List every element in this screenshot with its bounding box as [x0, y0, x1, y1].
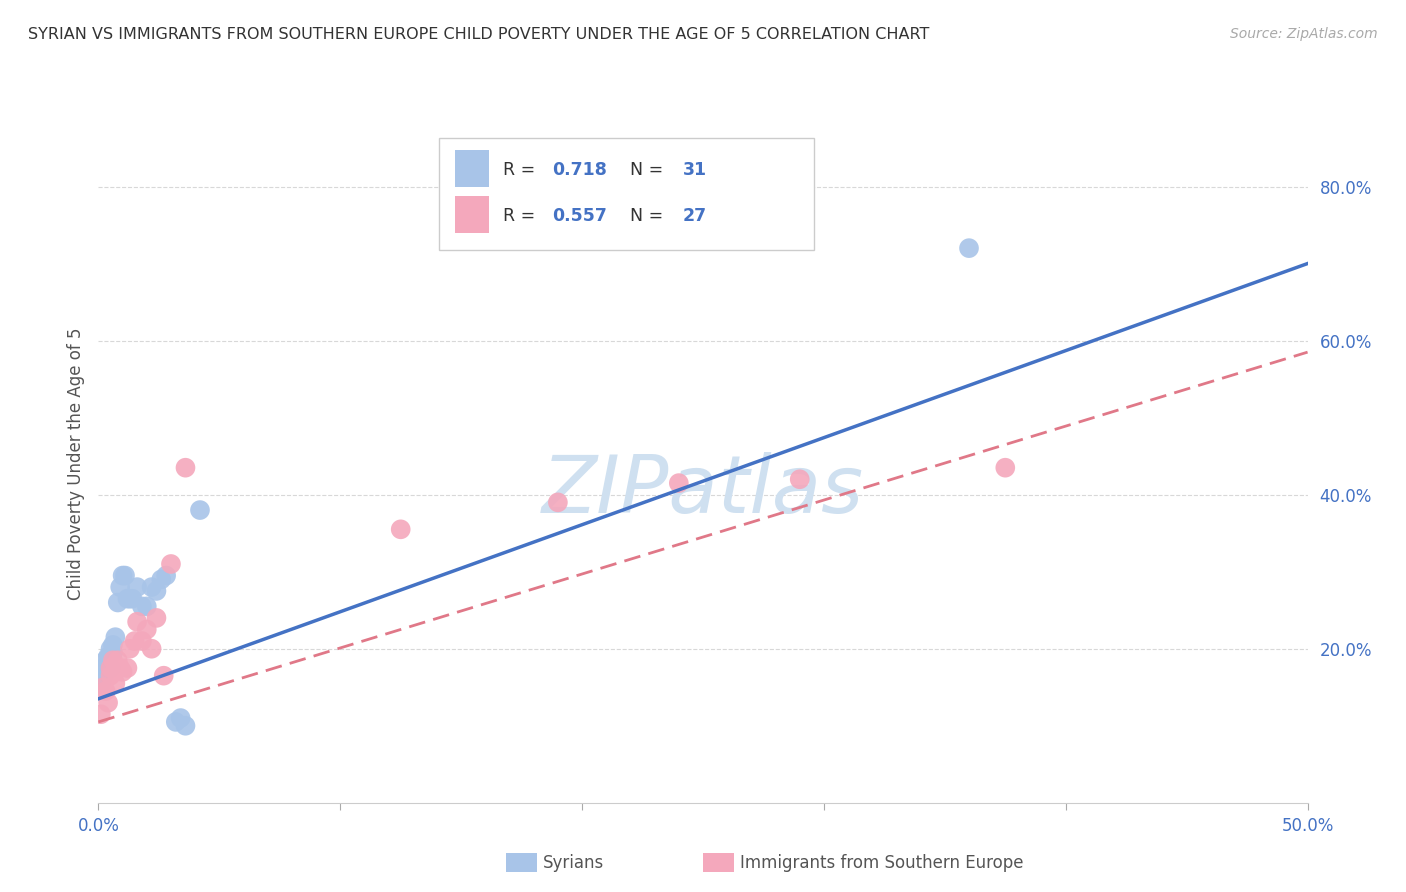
- Point: [118, 641, 141, 656]
- Text: 31: 31: [682, 161, 707, 179]
- Point: [155, 568, 177, 582]
- Text: ZIPatlas: ZIPatlas: [541, 452, 865, 530]
- Point: [100, 661, 122, 675]
- Point: [108, 661, 131, 675]
- Point: [100, 641, 122, 656]
- Point: [668, 476, 690, 491]
- Text: Source: ZipAtlas.com: Source: ZipAtlas.com: [1230, 27, 1378, 41]
- Point: [97, 696, 120, 710]
- Text: N =: N =: [630, 161, 669, 179]
- Point: [94, 653, 117, 667]
- Point: [547, 495, 569, 509]
- Point: [121, 591, 143, 606]
- Text: Immigrants from Southern Europe: Immigrants from Southern Europe: [740, 854, 1024, 871]
- Point: [100, 669, 122, 683]
- Point: [91, 669, 114, 683]
- Point: [145, 611, 167, 625]
- Point: [90, 676, 112, 690]
- Point: [117, 591, 139, 606]
- Point: [994, 460, 1017, 475]
- Point: [174, 460, 197, 475]
- Point: [169, 711, 191, 725]
- Point: [141, 580, 163, 594]
- Point: [94, 684, 117, 698]
- Text: R =: R =: [503, 208, 541, 226]
- Point: [124, 634, 146, 648]
- Point: [152, 669, 174, 683]
- Text: Syrians: Syrians: [543, 854, 605, 871]
- Point: [104, 630, 127, 644]
- FancyBboxPatch shape: [456, 150, 489, 187]
- Point: [100, 661, 122, 675]
- Point: [101, 653, 124, 667]
- Point: [107, 595, 129, 609]
- Point: [135, 623, 157, 637]
- FancyBboxPatch shape: [440, 138, 814, 251]
- Point: [145, 583, 167, 598]
- Point: [135, 599, 157, 614]
- Point: [90, 707, 112, 722]
- Point: [97, 661, 120, 675]
- FancyBboxPatch shape: [456, 196, 489, 234]
- Point: [111, 568, 134, 582]
- Point: [97, 649, 120, 664]
- Point: [118, 591, 141, 606]
- Point: [117, 661, 139, 675]
- Point: [107, 653, 129, 667]
- Point: [131, 599, 153, 614]
- Point: [389, 522, 412, 536]
- Text: SYRIAN VS IMMIGRANTS FROM SOUTHERN EUROPE CHILD POVERTY UNDER THE AGE OF 5 CORRE: SYRIAN VS IMMIGRANTS FROM SOUTHERN EUROP…: [28, 27, 929, 42]
- Point: [131, 634, 153, 648]
- Text: N =: N =: [630, 208, 669, 226]
- Point: [165, 714, 187, 729]
- Point: [174, 719, 197, 733]
- Point: [127, 615, 149, 629]
- Point: [150, 573, 173, 587]
- Point: [111, 665, 134, 679]
- Point: [91, 680, 114, 694]
- Point: [108, 580, 131, 594]
- Point: [957, 241, 980, 255]
- Point: [94, 661, 117, 675]
- Point: [141, 641, 163, 656]
- Point: [101, 638, 124, 652]
- Point: [789, 472, 811, 486]
- Point: [101, 646, 124, 660]
- Point: [114, 568, 136, 582]
- Text: 27: 27: [682, 208, 707, 226]
- Text: 0.718: 0.718: [551, 161, 607, 179]
- Point: [188, 503, 211, 517]
- Point: [127, 580, 149, 594]
- Y-axis label: Child Poverty Under the Age of 5: Child Poverty Under the Age of 5: [66, 327, 84, 600]
- Point: [160, 557, 183, 571]
- Text: R =: R =: [503, 161, 541, 179]
- Point: [104, 676, 127, 690]
- Text: 0.557: 0.557: [551, 208, 607, 226]
- Point: [91, 661, 114, 675]
